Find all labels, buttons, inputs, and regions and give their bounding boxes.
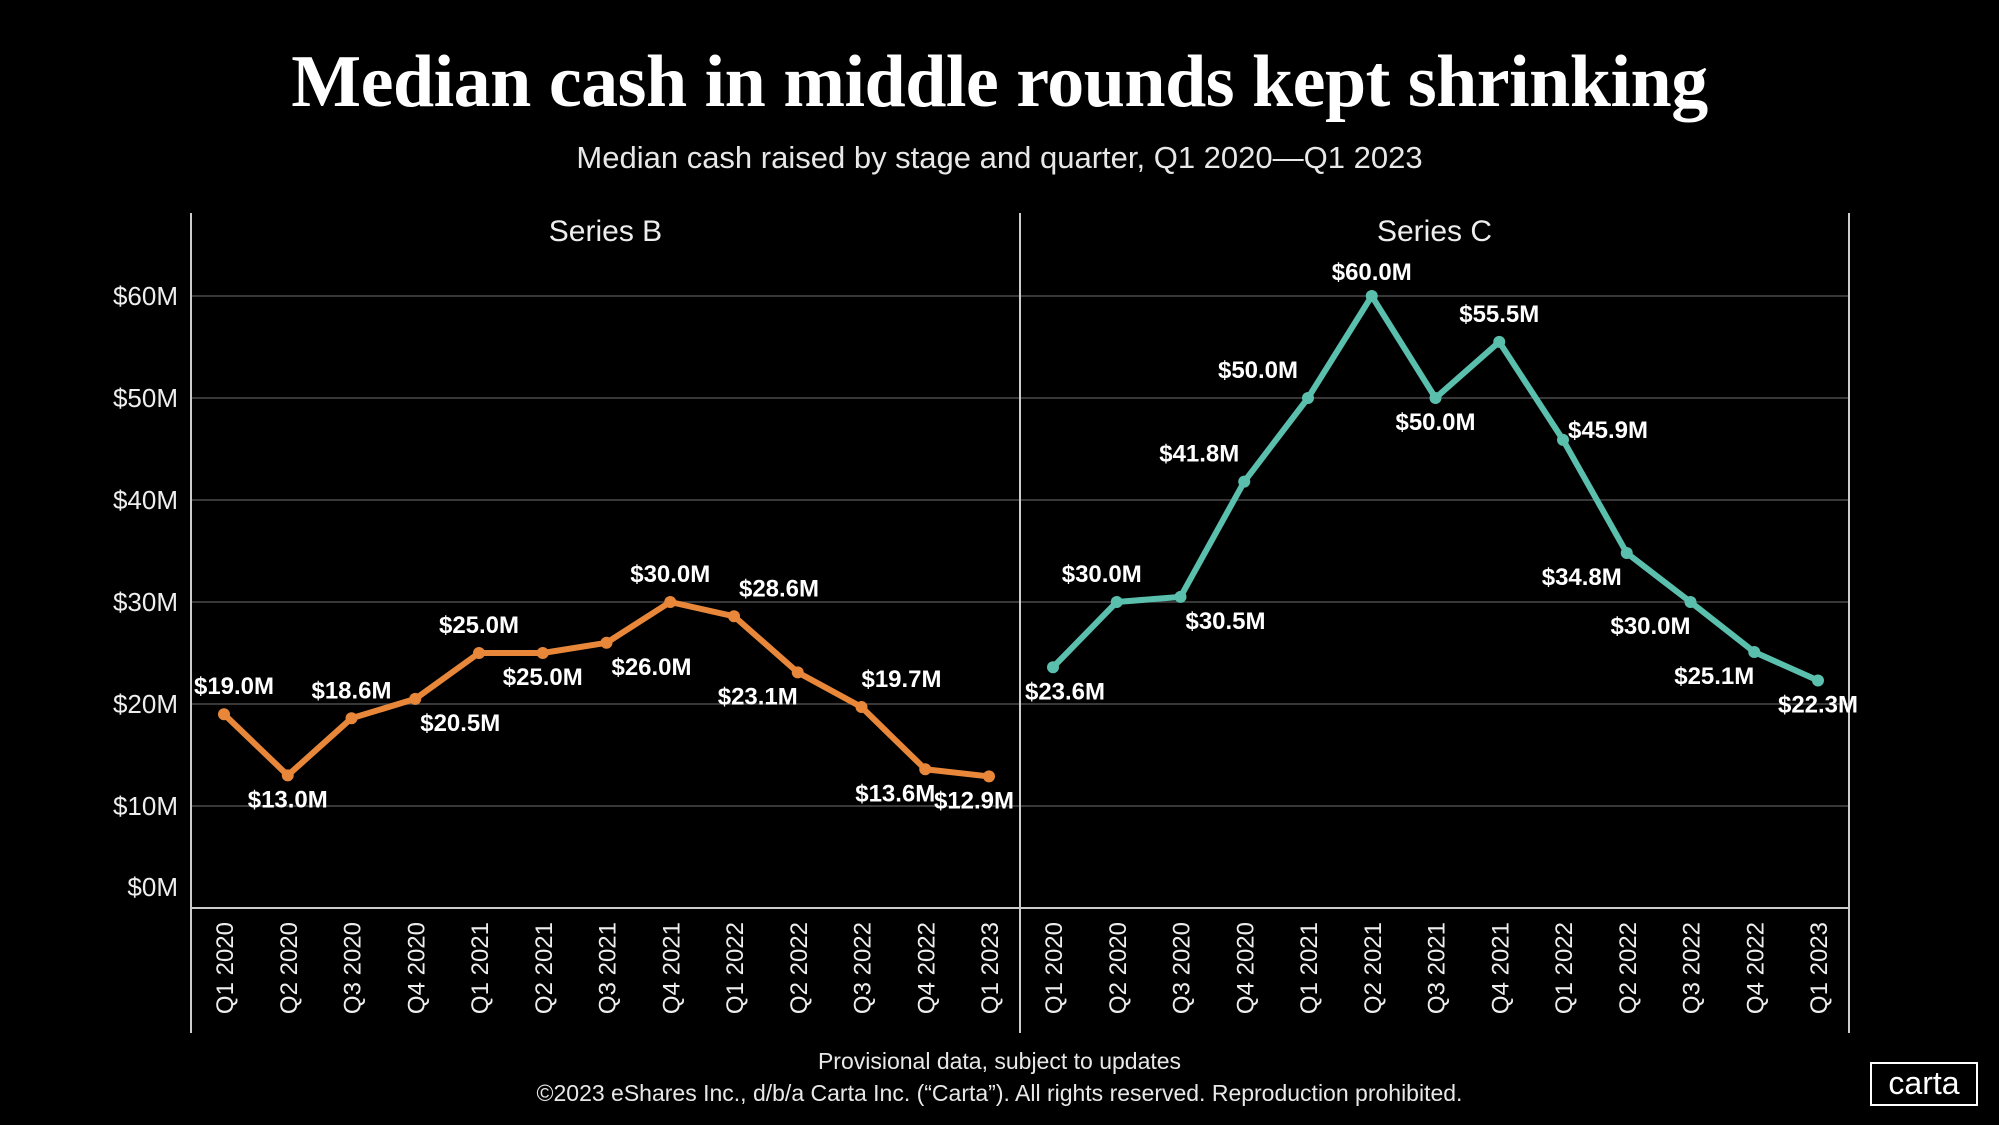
data-label: $25.0M [439,612,519,639]
data-point [1174,590,1187,603]
data-label: $30.0M [630,561,710,588]
data-label: $50.0M [1395,409,1475,436]
data-label: $34.8M [1542,564,1622,591]
x-tick-label: Q2 2020 [1105,922,1132,1014]
data-point [728,610,740,623]
data-point [1812,674,1824,687]
data-label: $13.6M [855,780,935,807]
data-label: $18.6M [311,677,391,704]
data-label: $19.0M [194,673,274,700]
data-point [919,763,932,776]
x-tick-label: Q2 2022 [786,922,813,1014]
chart-title: Median cash in middle rounds kept shrink… [291,41,1708,123]
x-tick-label: Q2 2022 [1615,922,1642,1014]
x-tick-label: Q3 2021 [595,922,622,1014]
chart-subtitle: Median cash raised by stage and quarter,… [576,140,1423,175]
x-tick-label: Q3 2021 [1424,922,1451,1014]
data-point [1238,475,1251,488]
y-tick-label: $60M [113,281,178,311]
data-point [1493,335,1506,348]
footer-copyright: ©2023 eShares Inc., d/b/a Carta Inc. (“C… [536,1080,1463,1106]
data-point [791,666,804,679]
x-tick-label: Q4 2021 [1487,922,1514,1014]
x-tick-label: Q1 2021 [467,922,494,1014]
data-label: $23.6M [1025,678,1105,705]
x-tick-label: Q1 2022 [722,922,749,1014]
data-point [1557,433,1569,446]
y-tick-label: $0M [127,872,178,902]
data-point [1302,392,1314,404]
footer-note: Provisional data, subject to updates [817,1048,1182,1074]
data-point [1748,645,1761,658]
data-point [1684,596,1697,608]
x-tick-label: Q4 2021 [658,922,685,1014]
data-point [1110,596,1123,608]
data-label: $20.5M [420,710,500,737]
data-label: $45.9M [1568,417,1648,444]
data-point [1047,661,1059,674]
x-tick-label: Q1 2021 [1296,922,1323,1014]
data-label: $41.8M [1159,441,1239,468]
carta-logo: carta [1870,1062,1978,1106]
data-point [218,708,230,721]
x-tick-label: Q4 2020 [1232,922,1259,1014]
data-label: $23.1M [718,683,798,710]
x-tick-label: Q1 2023 [1806,922,1833,1014]
data-point [473,647,485,659]
panel-title: Series B [549,215,662,248]
x-tick-label: Q2 2021 [1360,922,1387,1014]
data-point [1620,547,1633,560]
data-label: $30.0M [1610,613,1690,640]
x-tick-label: Q3 2020 [1169,922,1196,1014]
data-point [1429,392,1442,404]
y-tick-label: $50M [113,383,178,413]
data-point [664,596,677,608]
data-label: $60.0M [1332,259,1412,286]
x-tick-label: Q2 2020 [276,922,303,1014]
data-label: $30.5M [1185,608,1265,635]
x-tick-label: Q3 2022 [850,922,877,1014]
x-tick-label: Q1 2023 [977,922,1004,1014]
data-label: $22.3M [1778,692,1858,719]
data-point [409,692,422,705]
data-label: $28.6M [739,575,819,602]
x-tick-label: Q4 2022 [913,922,940,1014]
x-tick-label: Q3 2020 [340,922,367,1014]
data-point [345,712,358,725]
x-tick-label: Q3 2022 [1679,922,1706,1014]
data-label: $30.0M [1062,561,1142,588]
y-tick-label: $10M [113,791,178,821]
data-point [536,647,549,659]
data-point [1365,290,1378,302]
data-label: $25.0M [503,664,583,691]
x-tick-label: Q2 2021 [531,922,558,1014]
data-point [855,701,868,714]
data-label: $12.9M [934,787,1014,814]
x-tick-label: Q4 2022 [1742,922,1769,1014]
y-tick-label: $40M [113,485,178,515]
data-label: $19.7M [861,666,941,693]
y-tick-label: $20M [113,689,178,719]
x-tick-label: Q1 2020 [1041,922,1068,1014]
x-tick-label: Q1 2022 [1551,922,1578,1014]
panel-title: Series C [1377,215,1492,248]
data-label: $13.0M [248,786,328,813]
x-tick-label: Q4 2020 [403,922,430,1014]
x-tick-label: Q1 2020 [212,922,239,1014]
data-point [983,770,995,783]
data-label: $25.1M [1674,663,1754,690]
data-point [281,769,294,782]
y-tick-label: $30M [113,587,178,617]
data-label: $55.5M [1459,301,1539,328]
data-label: $26.0M [611,654,691,681]
data-point [600,636,613,649]
data-label: $50.0M [1218,357,1298,384]
series-line-1 [1050,293,1820,684]
